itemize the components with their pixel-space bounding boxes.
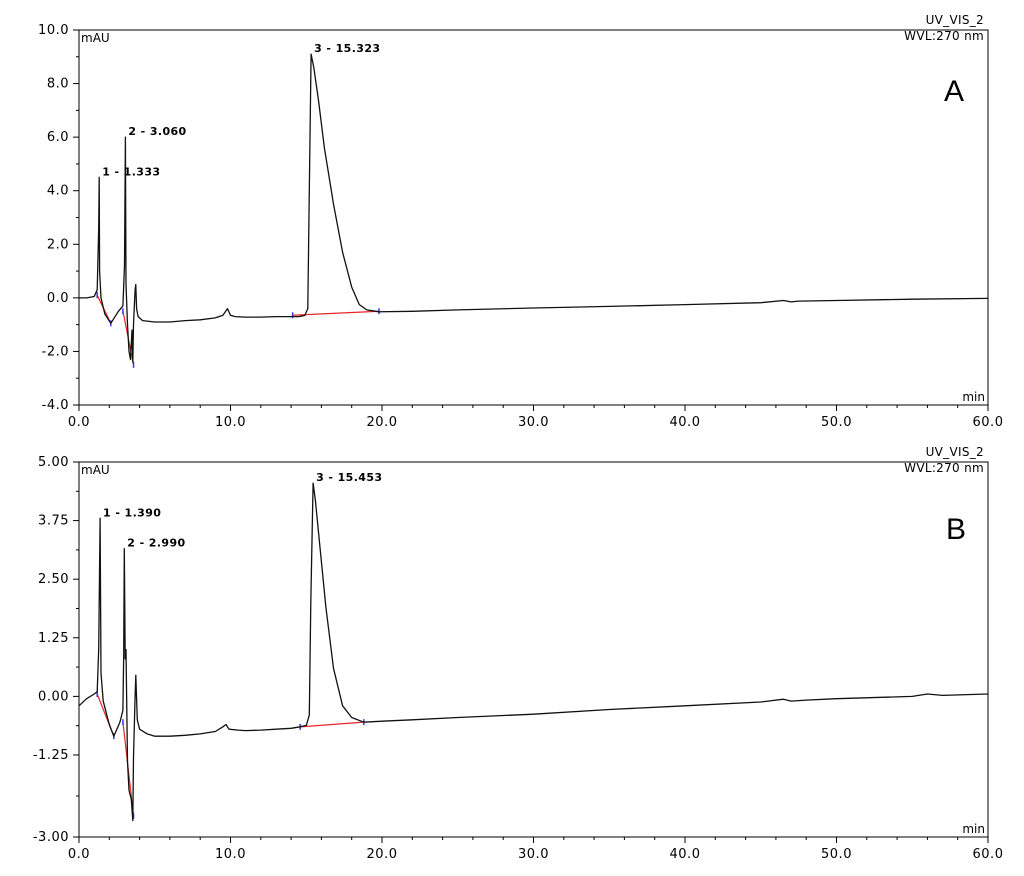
panel-a-y-tick-label: 8.0 xyxy=(47,77,69,92)
panel-b-x-tick-label: 20.0 xyxy=(367,847,398,862)
panel-a-peak-label: 1 - 1.333 xyxy=(102,165,160,178)
panel-a-x-tick-label: 60.0 xyxy=(973,415,1004,430)
panel-b-y-tick-label: 5.00 xyxy=(38,455,69,470)
panel-b-x-axis: 0.0 10.0 20.0 30.0 40.0 50.0 60.0 xyxy=(68,837,1004,862)
panel-b-x-tick-label: 0.0 xyxy=(68,847,90,862)
panel-a-letter: A xyxy=(944,75,964,108)
panel-b-y-tick-label: 3.75 xyxy=(38,514,69,529)
panel-a-x-tick-label: 10.0 xyxy=(215,415,246,430)
panel-b-x-tick-label: 40.0 xyxy=(670,847,701,862)
panel-a-peak-label: 2 - 3.060 xyxy=(128,125,186,138)
panel-b-y-unit-label: mAU xyxy=(81,463,110,477)
panel-a-y-tick-label: 10.0 xyxy=(38,23,69,38)
panel-a-x-tick-label: 0.0 xyxy=(68,415,90,430)
panel-a-chromatogram-line xyxy=(79,53,989,363)
panel-b-chromatogram-line xyxy=(78,482,989,822)
panel-b-integration-baseline xyxy=(300,721,364,728)
panel-b-x-tick-label: 30.0 xyxy=(518,847,549,862)
panel-a-y-tick-label: 6.0 xyxy=(47,130,69,145)
panel-b-peak-label: 3 - 15.453 xyxy=(316,471,382,484)
panel-a-trace xyxy=(79,53,989,363)
panel-a-y-tick-label: 2.0 xyxy=(47,237,69,252)
panel-a-x-tick-label: 30.0 xyxy=(518,415,549,430)
panel-b-channel-label: UV_VIS_2 xyxy=(926,445,984,459)
panel-b-peak-labels: 1 - 1.390 2 - 2.990 3 - 15.453 xyxy=(103,471,382,550)
panel-b-trace xyxy=(78,482,989,822)
panel-a-peak-label: 3 - 15.323 xyxy=(314,42,380,55)
panel-a: UV_VIS_2 WVL:270 nm mAU min A -4.0 -2.0 0.… xyxy=(38,13,1003,430)
panel-b-x-tick-label: 10.0 xyxy=(215,847,246,862)
panel-a-x-tick-label: 20.0 xyxy=(367,415,398,430)
panel-a-y-tick-label: -4.0 xyxy=(42,398,69,413)
panel-a-y-axis: -4.0 -2.0 0.0 2.0 4.0 6.0 8.0 10.0 xyxy=(38,23,79,413)
panel-b: UV_VIS_2 WVL:270 nm mAU min B -3.00 -1.25… xyxy=(33,445,1004,862)
panel-b-y-tick-label: 1.25 xyxy=(38,631,69,646)
panel-b-x-tick-label: 50.0 xyxy=(821,847,852,862)
panel-a-y-tick-label: 0.0 xyxy=(47,291,69,306)
panel-a-y-unit-label: mAU xyxy=(81,31,110,45)
panel-b-x-unit-label: min xyxy=(962,822,985,836)
panel-b-y-tick-label: -1.25 xyxy=(33,748,69,763)
panel-a-y-tick-label: -2.0 xyxy=(42,344,69,359)
panel-a-peak-labels: 1 - 1.333 2 - 3.060 3 - 15.323 xyxy=(102,42,380,178)
panel-b-x-tick-label: 60.0 xyxy=(973,847,1004,862)
panel-b-peak-label: 1 - 1.390 xyxy=(103,506,161,519)
panel-a-x-axis: 0.0 10.0 20.0 30.0 40.0 50.0 60.0 xyxy=(68,405,1004,430)
panel-b-wavelength-label: WVL:270 nm xyxy=(904,461,984,475)
panel-a-y-tick-label: 4.0 xyxy=(47,184,69,199)
panel-b-y-tick-label: -3.00 xyxy=(33,830,69,845)
panel-a-wavelength-label: WVL:270 nm xyxy=(904,29,984,43)
panel-a-integration-baseline xyxy=(292,310,379,316)
panel-a-channel-label: UV_VIS_2 xyxy=(926,13,984,27)
panel-a-x-unit-label: min xyxy=(962,390,985,404)
panel-b-peak-label: 2 - 2.990 xyxy=(127,537,185,550)
panel-a-x-tick-label: 50.0 xyxy=(821,415,852,430)
panel-a-x-tick-label: 40.0 xyxy=(670,415,701,430)
panel-b-letter: B xyxy=(946,513,966,546)
panel-b-plot-frame xyxy=(78,461,989,838)
panel-b-y-tick-label: 0.00 xyxy=(38,689,69,704)
panel-b-y-axis: -3.00 -1.25 0.00 1.25 2.50 3.75 5.00 xyxy=(33,455,79,845)
panel-a-plot-frame xyxy=(78,29,989,406)
panel-b-y-tick-label: 2.50 xyxy=(38,572,69,587)
